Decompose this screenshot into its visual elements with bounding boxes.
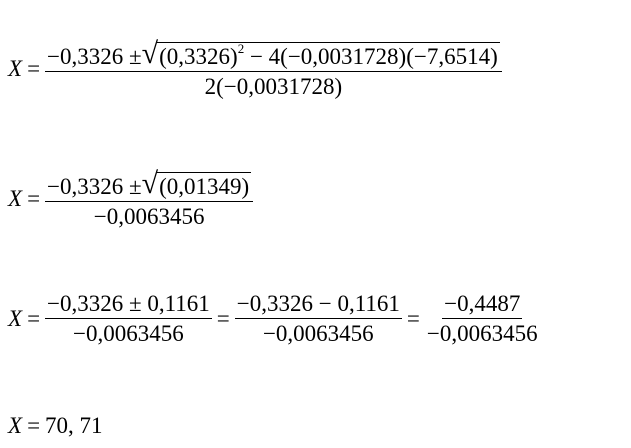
fraction-minus: −0,3326 − 0,1161 −0,0063456	[234, 292, 402, 346]
fraction-numerator: −0,3326 ± √ (0,01349)	[45, 167, 254, 202]
variable-x: X	[8, 306, 23, 331]
radicand: (0,3326)2 − 4(−0,0031728)(−7,6514)	[157, 42, 500, 68]
exponent: 2	[237, 41, 245, 56]
fraction-denominator: −0,0063456	[262, 321, 374, 346]
square-root: √ (0,3326)2 − 4(−0,0031728)(−7,6514)	[141, 37, 500, 70]
equation-2: X = −0,3326 ± √ (0,01349) −0,0063456	[8, 167, 254, 229]
fraction-plus-minus: −0,3326 ± 0,1161 −0,0063456	[45, 292, 212, 345]
equals-sign: =	[27, 185, 41, 211]
fraction-numerator: −0,3326 ± 0,1161	[45, 292, 212, 319]
equals-sign: =	[27, 413, 41, 438]
fraction-numerator: −0,3326 ± √ (0,3326)2 − 4(−0,0031728)(−7…	[45, 38, 502, 72]
equals-sign: =	[216, 306, 230, 331]
radicand: (0,01349)	[157, 172, 252, 199]
fraction-numerator: −0,4487	[442, 292, 523, 319]
equation-1: X = −0,3326 ± √ (0,3326)2 − 4(−0,0031728…	[8, 38, 502, 98]
square-root: √ (0,01349)	[141, 167, 252, 200]
fraction-denominator: 2(−0,0031728)	[204, 74, 343, 99]
variable-x: X	[8, 185, 23, 211]
equation-3: X = −0,3326 ± 0,1161 −0,0063456 = −0,332…	[8, 292, 540, 345]
fraction-simplified: −0,4487 −0,0063456	[425, 292, 540, 345]
fraction-numerator: −0,3326 − 0,1161	[234, 292, 402, 319]
fraction-denominator: −0,0063456	[93, 204, 205, 229]
variable-x: X	[8, 413, 23, 438]
radical-icon: √	[141, 37, 159, 70]
radicand-base: (0,3326)	[159, 44, 238, 69]
result-value: 70, 71	[45, 413, 103, 438]
equation-4: X = 70, 71	[8, 414, 103, 437]
fraction-denominator: −0,0063456	[73, 321, 184, 346]
radical-icon: √	[141, 167, 159, 200]
numerator-prefix: −0,3326 ±	[47, 44, 142, 69]
radicand-rest: − 4(−0,0031728)(−7,6514)	[244, 44, 498, 69]
quadratic-fraction: −0,3326 ± √ (0,3326)2 − 4(−0,0031728)(−7…	[45, 38, 502, 98]
numerator-prefix: −0,3326 ±	[47, 174, 142, 199]
equals-sign: =	[406, 306, 420, 331]
fraction-denominator: −0,0063456	[426, 321, 538, 346]
discriminant-fraction: −0,3326 ± √ (0,01349) −0,0063456	[45, 167, 254, 229]
equals-sign: =	[27, 306, 41, 331]
variable-x: X	[8, 55, 23, 81]
equals-sign: =	[27, 55, 41, 81]
